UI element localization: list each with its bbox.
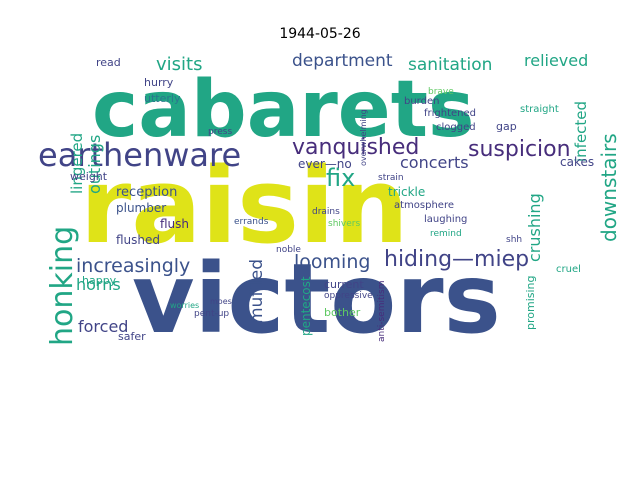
- word-pent-up: pent-up: [194, 309, 229, 319]
- word-outings: outings: [85, 135, 104, 194]
- word-oppressive: oppressive: [324, 291, 373, 301]
- word-read: read: [96, 56, 121, 69]
- word-flush: flush: [160, 217, 189, 231]
- word-forced: forced: [78, 317, 128, 336]
- word-sanitation: sanitation: [408, 55, 492, 75]
- word-reception: reception: [116, 185, 177, 200]
- word-flushed: flushed: [116, 233, 160, 247]
- word-honking: honking: [45, 226, 80, 346]
- word-brave: brave: [428, 87, 454, 97]
- word-clogged: clogged: [436, 122, 476, 133]
- word-burden: burden: [404, 96, 439, 107]
- word-shivers: shivers: [328, 219, 360, 229]
- word-anti-semitism: anti-semitism: [377, 281, 387, 342]
- word-moes: moes: [210, 297, 232, 306]
- word-ever-no: ever—no: [298, 157, 352, 171]
- word-cloud: raisin cabarets victors earthenware vanq…: [36, 46, 624, 358]
- word-fix: fix: [326, 164, 355, 192]
- word-cakes: cakes: [560, 155, 594, 169]
- word-suspicion: suspicion: [468, 137, 571, 162]
- word-relieved: relieved: [524, 51, 588, 70]
- word-worries: worries: [170, 301, 199, 310]
- word-overwhelming: overwhelming: [359, 109, 368, 166]
- word-laughing: laughing: [424, 214, 467, 225]
- word-cabarets: cabarets: [92, 65, 474, 155]
- word-press: press: [208, 127, 232, 137]
- word-increasingly: increasingly: [76, 255, 190, 277]
- word-noble: noble: [276, 245, 301, 255]
- word-strain: strain: [378, 173, 404, 183]
- word-downstairs: downstairs: [597, 133, 621, 242]
- word-gap: gap: [496, 120, 517, 133]
- word-cruel: cruel: [556, 264, 581, 275]
- word-hiding-miep: hiding—miep: [384, 247, 529, 272]
- word-shh: shh: [506, 235, 522, 245]
- word-vanquished: vanquished: [292, 135, 419, 160]
- word-lingered: lingered: [68, 133, 86, 194]
- word-straight: straight: [520, 104, 559, 115]
- word-raisin: raisin: [80, 145, 409, 267]
- word-promising: promising: [524, 275, 537, 330]
- word-atmosphere: atmosphere: [394, 200, 454, 211]
- word-earthenware: earthenware: [38, 136, 241, 174]
- word-trickle: trickle: [388, 185, 425, 199]
- word-drains: drains: [312, 207, 340, 217]
- word-utterly: utterly: [144, 92, 181, 105]
- word-pentecost: pentecost: [299, 276, 313, 336]
- word-muffled: muffled: [247, 259, 267, 324]
- word-bother: bother: [324, 306, 361, 319]
- word-victors: victors: [132, 243, 501, 355]
- word-errands: errands: [234, 217, 269, 227]
- word-crushing: crushing: [525, 193, 544, 262]
- word-current: current: [324, 278, 364, 291]
- word-cloud-title: 1944-05-26: [279, 26, 361, 42]
- word-looming: looming: [294, 251, 370, 273]
- word-concerts: concerts: [400, 153, 469, 172]
- word-frightened: frightened: [424, 108, 476, 119]
- word-department: department: [292, 51, 393, 71]
- word-infected: infected: [572, 101, 590, 162]
- word-hurry: hurry: [144, 76, 174, 89]
- word-cloud-canvas: raisin cabarets victors earthenware vanq…: [38, 51, 621, 355]
- word-plumber: plumber: [116, 201, 166, 215]
- word-safer: safer: [118, 330, 146, 343]
- word-happy: happy: [82, 274, 117, 287]
- word-horns: horns: [76, 275, 121, 294]
- word-remind: remind: [430, 229, 462, 239]
- word-visits: visits: [156, 54, 202, 75]
- word-weight: weight: [70, 170, 108, 183]
